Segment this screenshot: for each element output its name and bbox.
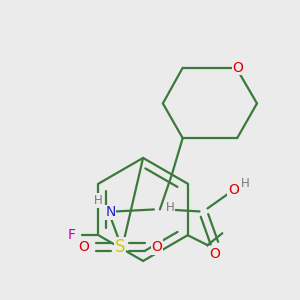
Text: H: H xyxy=(241,177,250,190)
Text: O: O xyxy=(233,61,244,75)
Text: H: H xyxy=(94,194,103,207)
Text: F: F xyxy=(68,228,76,242)
Text: N: N xyxy=(105,206,116,219)
Text: O: O xyxy=(209,247,220,261)
Text: H: H xyxy=(165,201,174,214)
Text: S: S xyxy=(115,238,125,256)
Text: O: O xyxy=(78,240,89,254)
Text: O: O xyxy=(228,183,239,196)
Text: O: O xyxy=(152,240,162,254)
